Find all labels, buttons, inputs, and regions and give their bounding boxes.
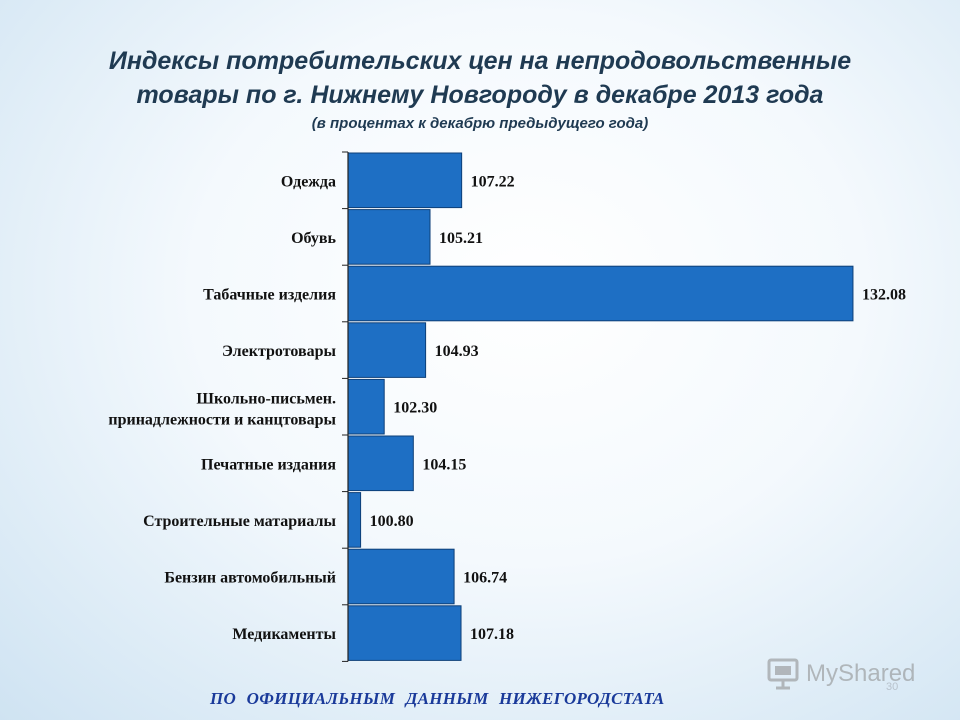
category-label-7: Строительные матариалы bbox=[143, 513, 336, 530]
category-label-9: Медикаменты bbox=[232, 626, 336, 643]
bar-7 bbox=[347, 492, 362, 548]
data-label-4: 104.93 bbox=[435, 343, 479, 360]
page-number: 30 bbox=[886, 681, 899, 693]
category-label-1: Одежда bbox=[281, 173, 336, 190]
bar-5 bbox=[347, 378, 385, 435]
bar-9 bbox=[347, 605, 462, 661]
category-label-4: Электротовары bbox=[222, 343, 336, 360]
source-footer: ПО ОФИЦИАЛЬНЫМ ДАННЫМ НИЖЕГОРОДСТАТА bbox=[210, 689, 665, 708]
category-label-6: Печатные издания bbox=[201, 456, 336, 473]
category-label-5: Школьно-письмен. принадлежности и канцтов… bbox=[108, 391, 336, 429]
chart-subtitle: (в процентах к декабрю предыдущего года) bbox=[311, 115, 649, 132]
data-label-5: 102.30 bbox=[393, 400, 437, 417]
watermark: MyShared bbox=[766, 656, 915, 692]
bar-3 bbox=[347, 265, 854, 322]
category-label-2: Обувь bbox=[291, 230, 336, 247]
category-label-3: Табачные изделия bbox=[203, 287, 336, 304]
presentation-icon bbox=[767, 658, 799, 690]
data-label-9: 107.18 bbox=[470, 626, 514, 643]
data-label-3: 132.08 bbox=[862, 287, 906, 304]
bar-8 bbox=[347, 548, 455, 605]
data-label-8: 106.74 bbox=[463, 570, 507, 587]
chart-title: Индексы потребительских цен на непродово… bbox=[0, 44, 960, 112]
data-label-6: 104.15 bbox=[422, 456, 466, 473]
bar-6 bbox=[347, 435, 414, 492]
category-label-8: Бензин автомобильный bbox=[164, 570, 336, 587]
chart-title-line2: товары по г. Нижнему Новгороду в декабре… bbox=[136, 81, 824, 109]
bar-4 bbox=[347, 322, 427, 378]
data-label-7: 100.80 bbox=[370, 513, 414, 530]
chart-title-line1: Индексы потребительских цен на непродово… bbox=[108, 47, 852, 75]
data-label-2: 105.21 bbox=[439, 230, 483, 247]
bar-2 bbox=[347, 209, 431, 265]
data-label-1: 107.22 bbox=[471, 173, 515, 190]
watermark-text: MyShared bbox=[806, 660, 916, 687]
bar-1 bbox=[347, 152, 463, 209]
